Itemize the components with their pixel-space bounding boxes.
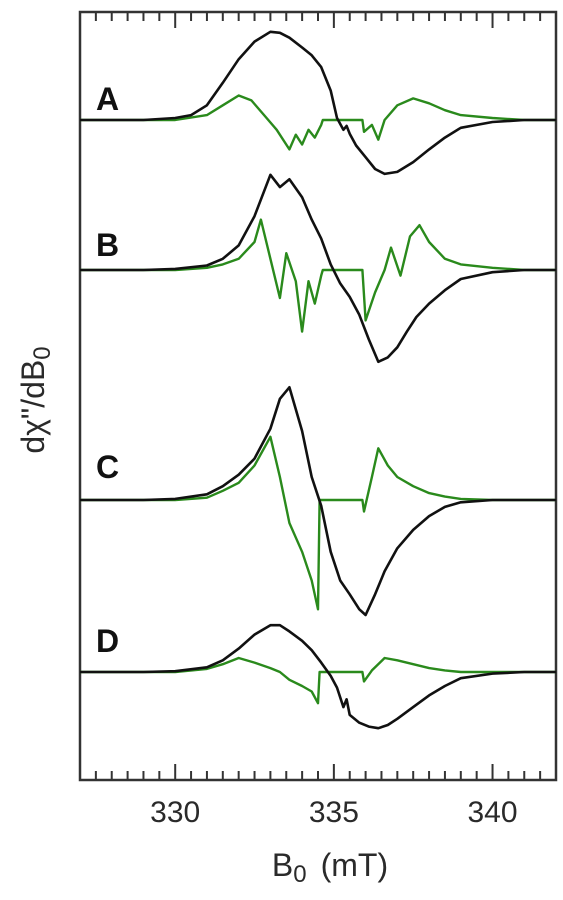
panel-c-green-trace [80, 435, 556, 611]
panel-d-green-trace [80, 656, 556, 705]
x-tick-label: 330 [150, 796, 200, 829]
panel-a-green-trace [80, 94, 556, 151]
x-tick-labels: 330 335 340 [150, 796, 517, 829]
x-axis-label: B0 (mT) [272, 847, 388, 888]
panel-b-black-trace [80, 173, 556, 364]
panel-d-black-trace [80, 623, 556, 730]
y-axis-label: dχ"/dB0 [15, 346, 56, 453]
panel-label-d: D [96, 623, 119, 659]
panel-label-a: A [96, 81, 119, 117]
x-tick-label: 340 [468, 796, 518, 829]
tick-marks [79, 12, 557, 780]
plot-area: A B C D [78, 10, 558, 782]
panel-label-b: B [96, 227, 119, 263]
panel-c-black-trace [80, 385, 556, 617]
panel-a-black-trace [80, 30, 556, 176]
panel-b-green-trace [80, 218, 556, 333]
plot-frame [78, 10, 558, 782]
spectra [80, 30, 556, 730]
x-tick-label: 335 [309, 796, 359, 829]
panel-label-c: C [96, 449, 119, 485]
panel-labels: A B C D [96, 81, 119, 659]
